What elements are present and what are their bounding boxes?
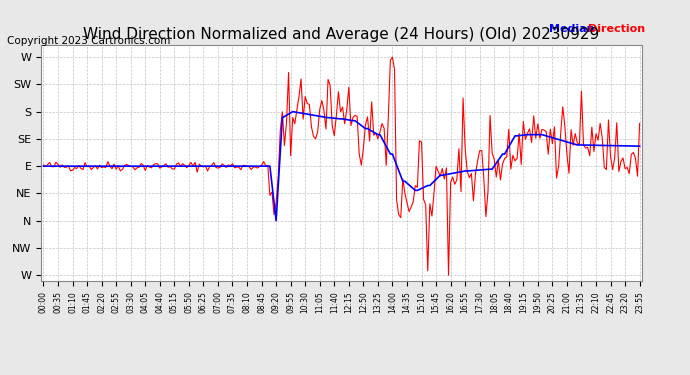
- Text: Direction: Direction: [588, 24, 644, 34]
- Title: Wind Direction Normalized and Average (24 Hours) (Old) 20230929: Wind Direction Normalized and Average (2…: [83, 27, 600, 42]
- Text: Copyright 2023 Cartronics.com: Copyright 2023 Cartronics.com: [7, 36, 170, 46]
- Text: Median: Median: [549, 24, 594, 34]
